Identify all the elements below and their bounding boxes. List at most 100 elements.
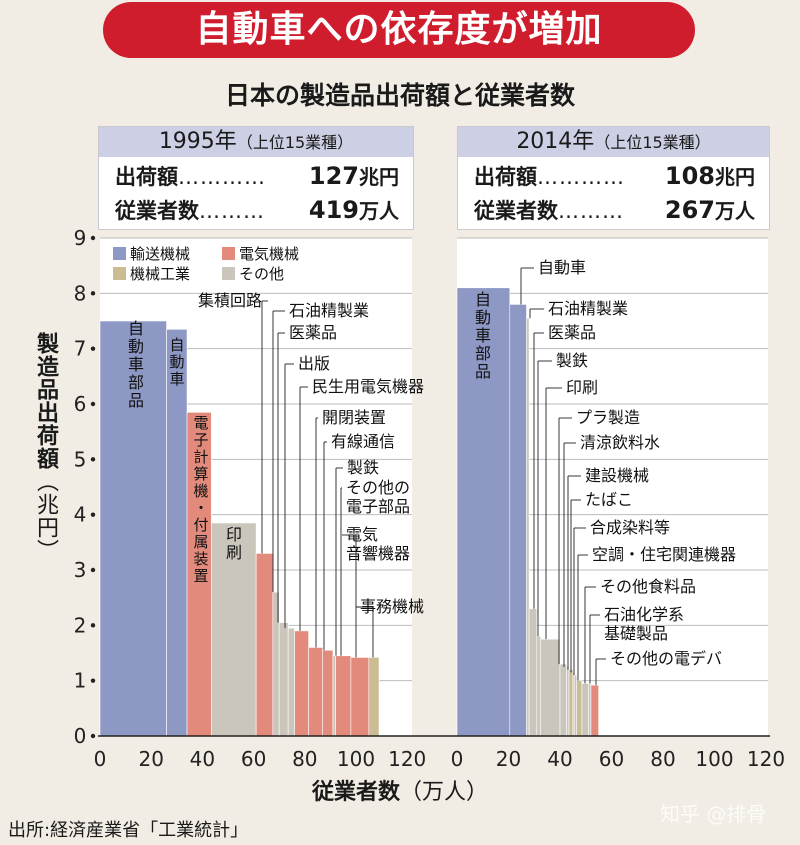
callout-label-製鉄: 製鉄	[556, 351, 588, 370]
summary-shipment-unit: 兆円	[359, 165, 399, 189]
x-tick-label: 120	[747, 747, 785, 771]
bar-label-電子計算機・付属装置: 装	[193, 550, 208, 568]
bar-label-電子計算機・付属装置: 属	[193, 533, 208, 551]
callout-label-開閉装置: 開閉装置	[322, 408, 386, 427]
callout-label-電気音響機器: 電気	[346, 525, 378, 544]
callout-label-その他の電子部品: 電子部品	[346, 497, 410, 516]
y-tick-label: 1	[74, 669, 87, 693]
summary-shipment-value: 108	[664, 162, 715, 190]
y-tick-label: 9	[74, 226, 87, 250]
callout-label-製鉄: 製鉄	[347, 458, 379, 477]
bar-label-電子計算機・付属装置: 付	[193, 516, 208, 534]
bar-label-電子計算機・付属装置: 機	[193, 482, 208, 500]
y-tick-dot	[90, 457, 96, 462]
bar-製鉄	[332, 655, 336, 737]
callout-label-有線通信: 有線通信	[331, 432, 395, 451]
chart-subtitle: 日本の製造品出荷額と従業者数	[224, 81, 575, 110]
legend-label: 機械工業	[130, 265, 190, 283]
bar-label-自動車: 自	[169, 336, 184, 354]
summary-shipment-value: 127	[308, 162, 359, 190]
summary-year: 1995年	[158, 129, 237, 154]
summary-shipment-label: 出荷額	[115, 165, 178, 189]
y-tick-label: 6	[74, 392, 87, 416]
x-tick-label: 60	[241, 747, 266, 771]
y-tick-dot	[90, 512, 96, 517]
callout-label-建設機械: 建設機械	[585, 466, 649, 485]
summary-employee-value: 419	[308, 196, 359, 224]
bar-自動車	[509, 304, 527, 737]
y-tick-dot	[90, 235, 96, 241]
x-tick-label: 40	[547, 747, 572, 771]
callout-label-民生用電気機器: 民生用電気機器	[312, 377, 424, 396]
summary-employee-value: 267	[664, 196, 715, 224]
y-tick-dot	[90, 733, 96, 739]
bar-その他の電子部品	[335, 655, 352, 737]
source-note: 出所:経済産業省「工業統計」	[8, 820, 249, 841]
summary-note: （上位15業種）	[594, 133, 711, 152]
x-tick-label: 40	[190, 747, 215, 771]
bar-民生用電気機器	[294, 630, 309, 737]
summary-year-header: 1995年（上位15業種）	[99, 127, 413, 157]
callout-label-プラ製造: プラ製造	[576, 408, 640, 427]
summary-shipment-unit: 兆円	[715, 165, 755, 189]
bar-label-自動車部品: 自	[128, 319, 144, 338]
callout-label-その他の電デバ: その他の電デバ	[610, 649, 722, 668]
bar-その他の電デバ	[590, 684, 599, 737]
y-tick-dot	[90, 346, 96, 351]
summary-shipment-row: 出荷額………… 127兆円	[115, 162, 399, 190]
y-tick-dot	[90, 567, 96, 573]
y-tick-label: 4	[74, 503, 87, 527]
x-tick-label: 0	[451, 747, 464, 771]
callout-label-医薬品: 医薬品	[289, 323, 337, 342]
bar-label-自動車部品: 部	[475, 344, 491, 363]
summary-shipment-label: 出荷額	[474, 165, 537, 189]
y-tick-label: 5	[74, 447, 87, 471]
bar-集積回路	[255, 553, 274, 737]
bar-label-自動車部品: 車	[128, 355, 144, 374]
x-axis-unit: （万人）	[400, 780, 489, 805]
summary-shipment-row: 出荷額………… 108兆円	[474, 162, 755, 190]
bar-label-自動車: 車	[169, 370, 184, 388]
bar-石油化学系基礎製品	[588, 683, 592, 737]
bar-label-電子計算機・付属装置: ・	[193, 499, 208, 517]
bar-医薬品	[278, 622, 289, 737]
callout-label-自動車: 自動車	[538, 258, 586, 277]
callout-label-出版: 出版	[298, 354, 330, 373]
bar-事務機械	[368, 657, 380, 737]
callout-label-石油化学系基礎製品: 基礎製品	[604, 624, 668, 643]
callout-label-その他の電子部品: その他の	[346, 478, 410, 497]
callout-label-石油精製業: 石油精製業	[548, 299, 628, 318]
y-axis-label: 製造品出荷額（兆円）	[29, 332, 61, 562]
bar-印刷	[540, 638, 561, 737]
bar-有線通信	[322, 649, 334, 737]
callout-label-事務機械: 事務機械	[360, 597, 424, 616]
y-tick-label: 7	[74, 337, 87, 361]
bar-label-自動車部品: 品	[128, 391, 144, 410]
y-tick-label: 0	[74, 724, 87, 748]
bar-建設機械	[568, 669, 574, 737]
bar-空調・住宅関連機器	[576, 680, 583, 737]
bar-印刷	[211, 522, 257, 737]
bar-label-電子計算機・付属装置: 算	[193, 465, 208, 483]
bar-電気音響機器	[350, 657, 370, 737]
summary-year: 2014年	[516, 129, 595, 154]
bar-label-自動車部品: 動	[475, 308, 491, 327]
bar-医薬品	[528, 608, 538, 737]
bar-label-自動車部品: 品	[475, 362, 491, 381]
bar-label-電子計算機・付属装置: 電	[193, 414, 208, 432]
summary-employee-label: 従業者数	[474, 199, 558, 223]
x-axis-label: 従業者数（万人）	[0, 774, 800, 806]
summary-employee-label: 従業者数	[115, 199, 199, 223]
bar-製鉄	[536, 636, 541, 737]
summary-note: （上位15業種）	[236, 133, 354, 152]
callout-label-たばこ: たばこ	[585, 490, 633, 509]
bar-その他食料品	[581, 683, 589, 737]
y-tick-dot	[90, 678, 96, 683]
summary-employee-row: 従業者数……… 267万人	[474, 196, 755, 224]
callout-label-電気音響機器: 音響機器	[346, 544, 410, 563]
bar-清涼飲料水	[566, 666, 570, 737]
y-tick-dot	[90, 291, 96, 296]
x-tick-label: 60	[599, 747, 624, 771]
y-axis-title: 製造品出荷額	[33, 332, 58, 470]
